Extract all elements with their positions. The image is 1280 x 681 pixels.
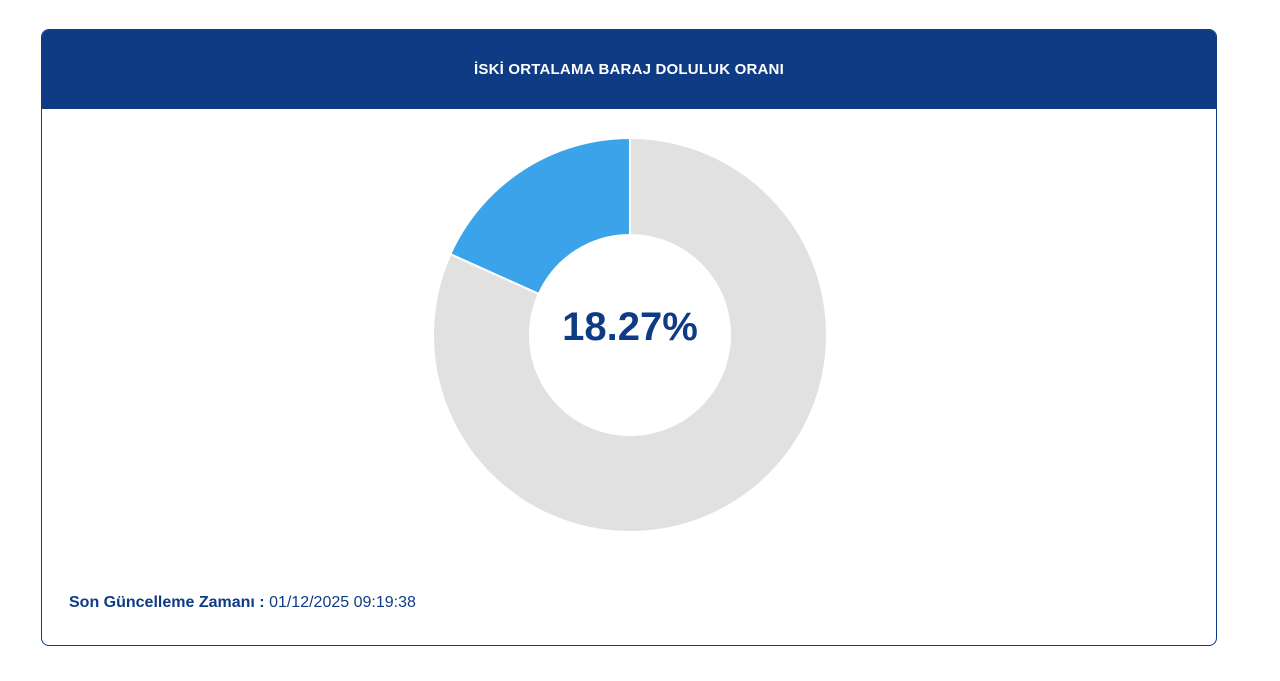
dam-level-card: İSKİ ORTALAMA BARAJ DOLULUK ORANI 18.27%… bbox=[41, 29, 1217, 646]
last-update: Son Güncelleme Zamanı : 01/12/2025 09:19… bbox=[69, 594, 416, 612]
card-header: İSKİ ORTALAMA BARAJ DOLULUK ORANI bbox=[42, 30, 1216, 109]
donut-chart-svg bbox=[432, 136, 828, 533]
donut-chart: 18.27% bbox=[42, 109, 1216, 549]
card-title: İSKİ ORTALAMA BARAJ DOLULUK ORANI bbox=[474, 61, 784, 78]
last-update-label: Son Güncelleme Zamanı : bbox=[69, 594, 265, 611]
donut-slice-empty bbox=[432, 136, 828, 533]
last-update-timestamp: 01/12/2025 09:19:38 bbox=[269, 594, 416, 611]
fill-percentage: 18.27% bbox=[562, 305, 698, 349]
donut-slice-filled bbox=[449, 136, 631, 296]
